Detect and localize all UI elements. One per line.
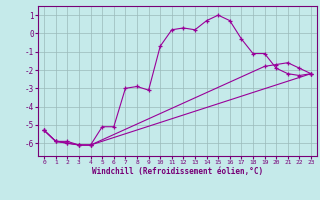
X-axis label: Windchill (Refroidissement éolien,°C): Windchill (Refroidissement éolien,°C) xyxy=(92,167,263,176)
